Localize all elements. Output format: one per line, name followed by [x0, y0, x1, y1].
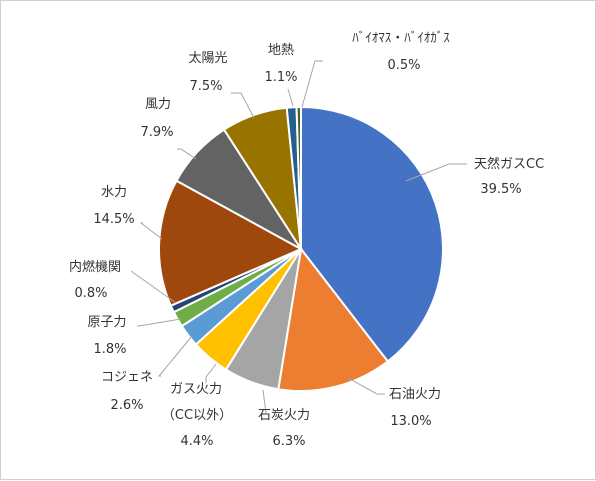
slice-label-11: ﾊﾞｲｵﾏｽ・ﾊﾞｲｵｶﾞｽ	[352, 31, 450, 46]
slice-label-10: 地熱	[268, 43, 294, 58]
leader-line-3	[205, 363, 217, 383]
slice-label-4: コジェネ	[101, 370, 153, 385]
pie-slice-1	[277, 246, 390, 392]
slice-value-2: 6.3%	[272, 434, 305, 449]
slice-label-2: 石炭火力	[258, 408, 310, 423]
slice-label-5: 原子力	[87, 315, 126, 330]
leader-line-5	[137, 318, 182, 327]
slice-label-9: 太陽光	[188, 51, 227, 66]
leader-line-9	[231, 92, 255, 119]
slice-label-3: ガス火力	[170, 382, 222, 397]
leader-line-4	[157, 335, 193, 377]
slice-value-9: 7.5%	[189, 79, 222, 94]
slice-value-3: 4.4%	[180, 434, 213, 449]
leader-line-7	[139, 222, 163, 240]
leader-line-2	[262, 389, 267, 414]
slice-label-0: 天然ガスCC	[474, 156, 544, 172]
slice-labels: 天然ガスCC 39.5% 石油火力 13.0% 石炭火力 6.3% ガス火力 （CC以外） 4.…	[69, 31, 544, 449]
slice-value-8: 7.9%	[140, 125, 173, 140]
slice-value-6: 0.8%	[74, 286, 107, 301]
slice-value-7: 14.5%	[93, 212, 134, 227]
slice-label-6: 内燃機関	[69, 259, 121, 275]
slice-label-7: 水力	[101, 185, 127, 200]
slice-label-sub-3: （CC以外）	[162, 408, 232, 423]
slice-value-11: 0.5%	[387, 58, 420, 73]
slice-value-0: 39.5%	[480, 182, 521, 197]
leader-line-1	[347, 377, 385, 395]
pie-slice-0	[300, 105, 444, 363]
leader-line-10	[287, 88, 294, 107]
slice-label-1: 石油火力	[389, 387, 441, 402]
leader-lines	[130, 60, 467, 414]
leader-line-0	[405, 163, 467, 182]
slice-value-10: 1.1%	[264, 70, 297, 85]
pie-slice-11	[295, 105, 302, 250]
slice-value-4: 2.6%	[110, 398, 143, 413]
slice-value-1: 13.0%	[390, 414, 431, 429]
leader-line-6	[130, 270, 177, 304]
leader-line-11	[301, 60, 323, 108]
leader-line-8	[177, 148, 197, 160]
slice-value-5: 1.8%	[93, 342, 126, 357]
pie-slices	[158, 105, 444, 392]
slice-label-8: 風力	[145, 97, 171, 112]
